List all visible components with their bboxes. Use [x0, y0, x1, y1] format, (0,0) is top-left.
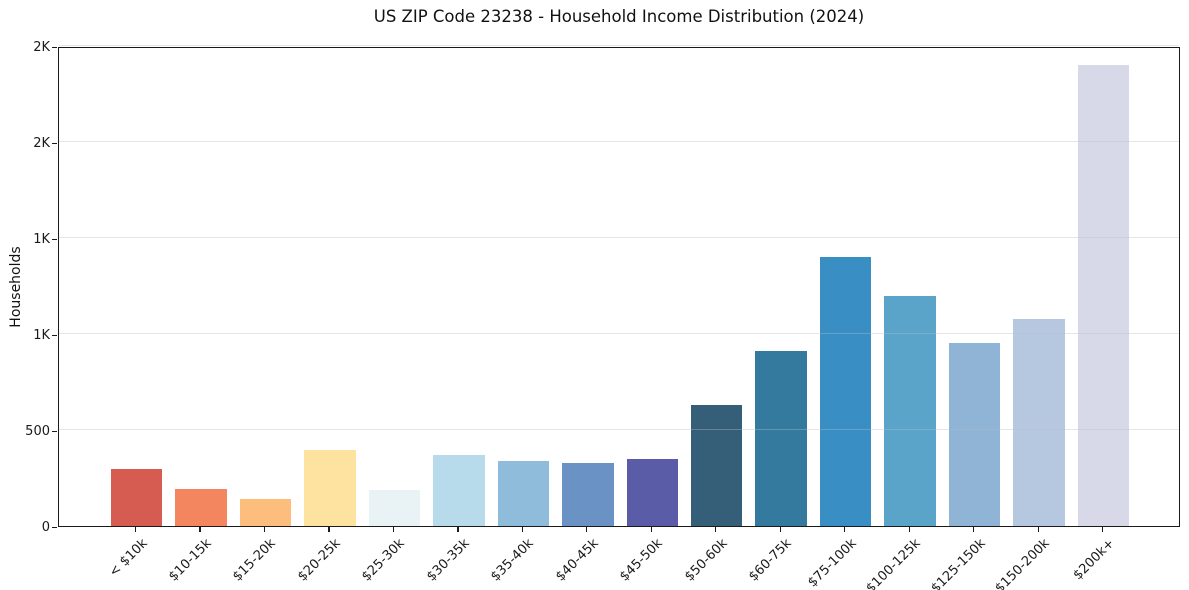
bar: [819, 257, 872, 526]
x-tick-mark: [392, 527, 395, 532]
x-tick-label: $25-30k: [359, 536, 408, 585]
x-tick-mark: [328, 527, 330, 532]
gridline: [59, 333, 1179, 334]
y-axis-label: Households: [8, 246, 24, 328]
gridline: [59, 141, 1179, 142]
bar: [239, 498, 292, 526]
x-tick-label: $45-50k: [617, 536, 666, 585]
gridline: [59, 45, 1179, 46]
x-tick-label: $20-25k: [295, 536, 344, 585]
gridline: [59, 237, 1179, 238]
x-tick-mark: [263, 527, 266, 532]
x-tick-mark: [973, 527, 975, 532]
x-tick-mark: [650, 527, 652, 532]
chart-title: US ZIP Code 23238 - Household Income Dis…: [373, 7, 865, 26]
y-tick-label: 2K: [33, 39, 50, 55]
bar: [433, 454, 485, 526]
bar: [497, 460, 550, 526]
bar: [110, 469, 163, 526]
x-tick-mark: [135, 527, 137, 532]
x-tick-label: < $10k: [106, 536, 151, 581]
bar: [626, 458, 678, 526]
x-tick-label: $75-100k: [804, 536, 860, 590]
x-tick-mark: [1037, 527, 1039, 532]
x-tick-mark: [521, 527, 523, 532]
bar: [1013, 318, 1065, 526]
bar: [368, 489, 421, 526]
y-tick-mark: [52, 430, 57, 432]
x-tick-label: $35-40k: [488, 536, 537, 585]
x-tick-label: $100-125k: [863, 536, 924, 590]
x-tick-label: $150-200k: [992, 536, 1053, 590]
x-tick-mark: [715, 527, 717, 532]
x-tick-label: $200k+: [1070, 536, 1118, 584]
x-tick-label: $30-35k: [423, 536, 473, 585]
bar: [884, 295, 936, 526]
x-tick-label: $40-45k: [552, 536, 602, 585]
bar: [755, 351, 807, 526]
bar: [690, 405, 743, 526]
x-tick-mark: [1102, 527, 1104, 532]
x-tick-label: $50-60k: [681, 536, 731, 585]
bar: [1077, 65, 1130, 526]
x-tick-label: $60-75k: [746, 536, 795, 585]
x-tick-mark: [844, 527, 846, 532]
bar: [562, 462, 614, 526]
y-tick-mark: [52, 46, 57, 48]
y-tick-mark: [52, 334, 57, 336]
x-tick-label: $15-20k: [230, 536, 280, 585]
plot-area: [58, 45, 1180, 527]
x-tick-mark: [199, 527, 201, 532]
bar: [304, 449, 356, 526]
x-tick-label: $10-15k: [166, 536, 215, 585]
x-tick-mark: [586, 527, 588, 532]
x-tick-mark: [908, 527, 910, 532]
x-tick-label: $125-150k: [928, 536, 989, 590]
y-tick-label: 2K: [33, 135, 50, 151]
y-tick-label: 0: [41, 519, 50, 535]
y-tick-mark: [52, 238, 57, 240]
x-tick-mark: [457, 527, 459, 532]
x-tick-mark: [779, 527, 781, 532]
y-tick-label: 500: [25, 423, 50, 439]
y-tick-label: 1K: [33, 327, 50, 343]
y-tick-mark: [52, 526, 57, 528]
bar: [948, 342, 1001, 526]
bar: [175, 488, 227, 526]
y-tick-mark: [52, 142, 57, 144]
y-tick-label: 1K: [33, 231, 50, 247]
gridline: [59, 429, 1179, 430]
